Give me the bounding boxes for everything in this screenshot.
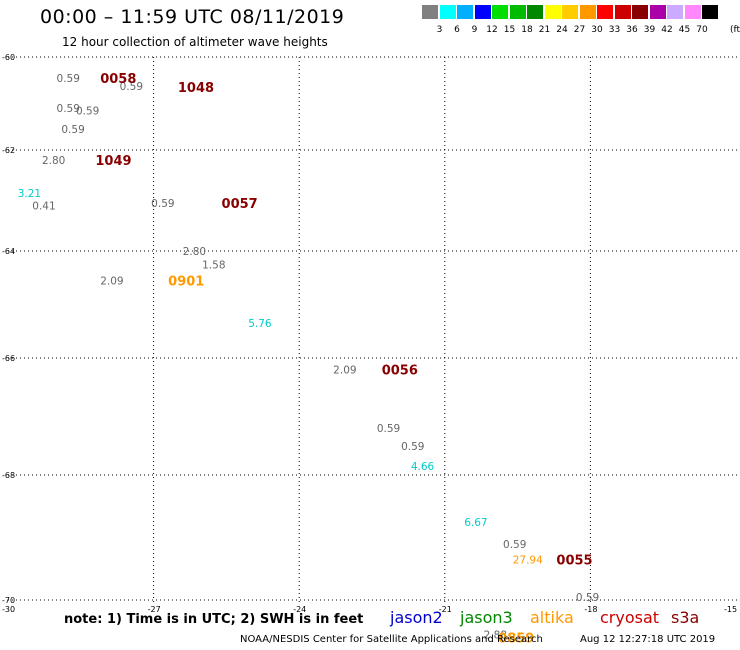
colorbar-label: 30 bbox=[591, 25, 603, 35]
colorbar-label: 45 bbox=[678, 25, 691, 35]
colorbar-swatch bbox=[632, 5, 648, 19]
longitude-tick-label: -18 bbox=[584, 605, 597, 614]
longitude-tick-label: -15 bbox=[724, 605, 737, 614]
colorbar-label: 27 bbox=[573, 25, 586, 35]
latitude-tick-label: -70 bbox=[2, 596, 15, 605]
colorbar-label: 21 bbox=[538, 25, 551, 35]
colorbar-swatch bbox=[597, 5, 613, 19]
wave-height-value: 2.80 bbox=[183, 246, 206, 258]
wave-height-value: 4.66 bbox=[411, 461, 435, 473]
wave-height-value: 0.59 bbox=[76, 105, 99, 117]
colorbar-label: 6 bbox=[454, 25, 460, 35]
wave-height-value: 2.88 bbox=[484, 629, 507, 641]
longitude-tick-label: -24 bbox=[293, 605, 306, 614]
colorbar-label: 12 bbox=[486, 25, 498, 35]
wave-height-value: 2.09 bbox=[100, 275, 123, 287]
wave-height-value: 0.59 bbox=[576, 592, 599, 604]
wave-height-value: 0.59 bbox=[401, 441, 424, 453]
latitude-tick-label: -62 bbox=[2, 146, 15, 155]
colorbar-swatch bbox=[614, 5, 631, 19]
colorbar-swatch bbox=[562, 5, 578, 19]
colorbar-label: 33 bbox=[608, 25, 621, 35]
pass-time-label: 0058 bbox=[100, 72, 136, 87]
legend-cryosat: cryosat bbox=[600, 608, 660, 627]
colorbar-label: 70 bbox=[696, 25, 708, 35]
wave-height-value: 0.59 bbox=[57, 73, 80, 85]
legend-altika: altika bbox=[530, 608, 574, 627]
latitude-tick-label: -66 bbox=[2, 354, 15, 363]
latitude-tick-label: -68 bbox=[2, 471, 15, 480]
colorbar-label: 36 bbox=[626, 25, 638, 35]
wave-height-value: 3.21 bbox=[18, 188, 41, 200]
wave-height-value: 0.41 bbox=[32, 201, 55, 213]
map-grid bbox=[8, 56, 740, 605]
note-text: note: 1) Time is in UTC; 2) SWH is in fe… bbox=[64, 612, 364, 627]
wave-height-value: 0.59 bbox=[503, 539, 526, 551]
colorbar-swatch bbox=[667, 5, 683, 19]
wave-height-value: 2.80 bbox=[42, 155, 65, 167]
latitude-tick-label: -60 bbox=[2, 53, 15, 62]
colorbar-swatch bbox=[649, 5, 666, 19]
longitude-tick-label: -30 bbox=[2, 605, 15, 614]
colorbar-unit: (ft) bbox=[730, 25, 740, 35]
colorbar-swatch bbox=[544, 5, 561, 19]
colorbar-swatch bbox=[684, 5, 701, 19]
pass-time-label: 1049 bbox=[95, 154, 131, 169]
wave-height-value: 5.76 bbox=[248, 318, 272, 330]
colorbar-swatch bbox=[579, 5, 596, 19]
colorbar-swatch bbox=[422, 5, 438, 19]
wave-height-value: 0.59 bbox=[151, 198, 174, 210]
pass-time-label: 0057 bbox=[222, 197, 258, 212]
colorbar-swatch bbox=[509, 5, 526, 19]
colorbar-label: 24 bbox=[556, 25, 568, 35]
legend-jason3: jason3 bbox=[460, 608, 513, 627]
wave-height-value: 0.59 bbox=[120, 81, 143, 93]
colorbar-swatch bbox=[702, 5, 718, 19]
pass-time-label: 0859 bbox=[498, 632, 534, 647]
map-title: 00:00 – 11:59 UTC 08/11/2019 bbox=[40, 6, 345, 28]
axis-ticks: -30 -27 -24 -21 -18 -15 -60 -62 -64 -66 -68 -70 bbox=[2, 53, 737, 614]
colorbar-label: 39 bbox=[643, 25, 656, 35]
colorbar-label: 42 bbox=[661, 25, 673, 35]
pass-time-label: 1048 bbox=[178, 81, 214, 96]
colorbar-label: 18 bbox=[521, 25, 533, 35]
pass-time-label: 0055 bbox=[556, 553, 592, 568]
colorbar-swatch bbox=[439, 5, 456, 19]
legend-s3a: s3a bbox=[671, 608, 700, 627]
colorbar-swatch bbox=[457, 5, 473, 19]
observation-labels: 0.590.590.590.590.592.803.210.41 0.592.80… bbox=[18, 72, 600, 647]
wave-height-value: 0.59 bbox=[377, 423, 400, 435]
pass-time-label: 0056 bbox=[382, 364, 418, 379]
wave-height-value: 1.58 bbox=[202, 259, 225, 271]
legend-jason2: jason2 bbox=[390, 608, 443, 627]
longitude-tick-label: -21 bbox=[439, 605, 452, 614]
colorbar-label: 9 bbox=[471, 25, 478, 35]
generated-timestamp: Aug 12 12:27:18 UTC 2019 bbox=[580, 634, 716, 645]
colorbar-label: 3 bbox=[436, 25, 443, 35]
wave-height-value: 6.67 bbox=[464, 517, 487, 529]
pass-time-label: 0901 bbox=[168, 274, 204, 289]
map-subtitle: 12 hour collection of altimeter wave hei… bbox=[62, 35, 328, 49]
colorbar-swatch bbox=[492, 5, 508, 19]
credit-text: NOAA/NESDIS Center for Satellite Applica… bbox=[240, 634, 543, 645]
wave-height-value: 0.59 bbox=[57, 103, 80, 115]
longitude-tick-label: -27 bbox=[148, 605, 161, 614]
wave-height-value: 27.94 bbox=[513, 554, 543, 566]
colorbar-swatch bbox=[527, 5, 543, 19]
colorbar-swatch bbox=[474, 5, 491, 19]
wave-height-value: 2.09 bbox=[333, 365, 356, 377]
wave-height-value: 0.59 bbox=[61, 124, 84, 136]
latitude-tick-label: -64 bbox=[2, 247, 15, 256]
colorbar-label: 15 bbox=[503, 25, 516, 35]
